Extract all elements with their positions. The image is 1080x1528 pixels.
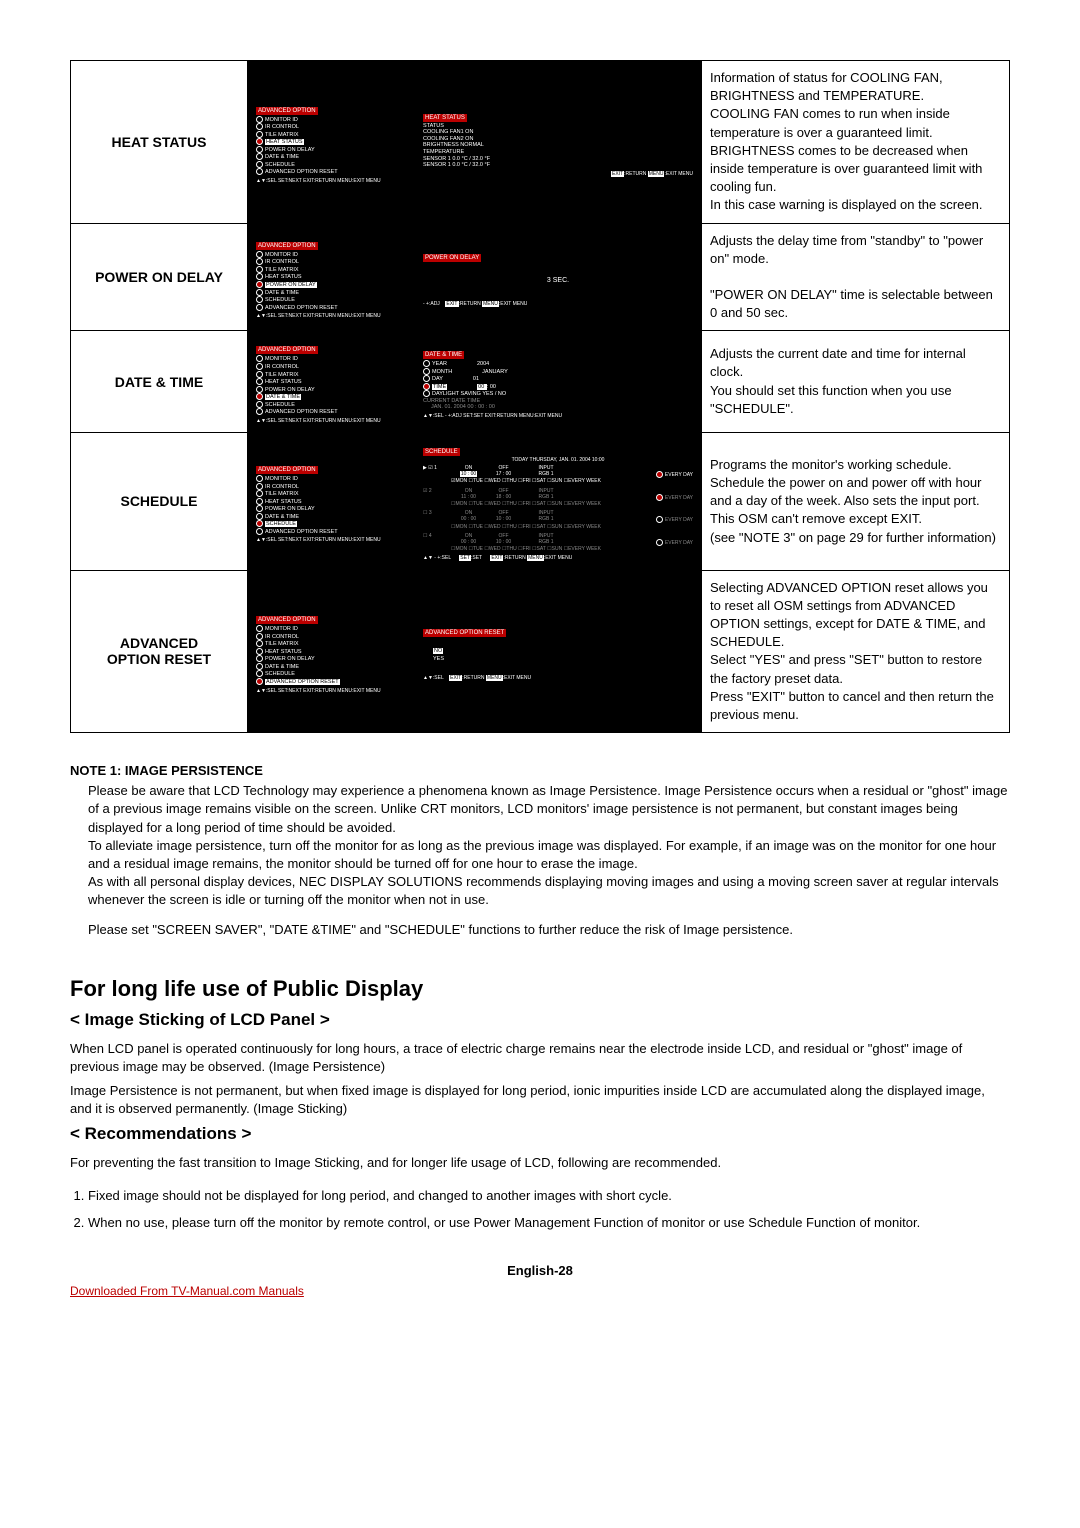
desc-heat-status: Information of status for COOLING FAN, B… <box>702 61 1010 224</box>
menu-date-time: ADVANCED OPTION MONITOR IDIR CONTROLTILE… <box>248 331 415 432</box>
sub-date-time: DATE & TIME YEAR2004MONTHJANUARYDAY01TIM… <box>415 331 702 432</box>
row-power-on-delay: POWER ON DELAY ADVANCED OPTION MONITOR I… <box>71 223 1010 331</box>
desc-power-on-delay: Adjusts the delay time from "standby" to… <box>702 223 1010 331</box>
label-power-on-delay: POWER ON DELAY <box>71 223 248 331</box>
row-adv-reset: ADVANCEDOPTION RESET ADVANCED OPTION MON… <box>71 570 1010 733</box>
row-schedule: SCHEDULE ADVANCED OPTION MONITOR IDIR CO… <box>71 432 1010 570</box>
menu-list-4: MONITOR IDIR CONTROLTILE MATRIXHEAT STAT… <box>256 625 406 685</box>
sub-power-on-delay: POWER ON DELAY 3 SEC. - +:ADJ EXIT:RETUR… <box>415 223 702 331</box>
schedule-entries: ▶ ☑ 1 ON OFF INPUT 10 : 00 17 : 00 RGB 1… <box>423 465 693 552</box>
sub-adv-reset: ADVANCED OPTION RESET NO YES ▲▼:SEL EXIT… <box>415 570 702 733</box>
note-1: NOTE 1: IMAGE PERSISTENCE Please be awar… <box>70 763 1010 940</box>
long-life-title: For long life use of Public Display <box>70 976 1010 1002</box>
settings-table: HEAT STATUS ADVANCED OPTION MONITOR IDIR… <box>70 60 1010 733</box>
recommendations-title: < Recommendations > <box>70 1124 1010 1144</box>
sub-heat-status: HEAT STATUS STATUSCOOLING FAN1 ONCOOLING… <box>415 61 702 224</box>
date-lines: YEAR2004MONTHJANUARYDAY01TIME00 : 00 <box>423 360 693 390</box>
menu-heat-status: ADVANCED OPTION MONITOR IDIR CONTROLTILE… <box>248 61 415 224</box>
image-sticking-title: < Image Sticking of LCD Panel > <box>70 1010 1010 1030</box>
menu-power-on-delay: ADVANCED OPTION MONITOR IDIR CONTROLTILE… <box>248 223 415 331</box>
desc-date-time: Adjusts the current date and time for in… <box>702 331 1010 432</box>
row-date-time: DATE & TIME ADVANCED OPTION MONITOR IDIR… <box>71 331 1010 432</box>
label-heat-status: HEAT STATUS <box>71 61 248 224</box>
desc-schedule: Programs the monitor's working schedule.… <box>702 432 1010 570</box>
menu-list-2: MONITOR IDIR CONTROLTILE MATRIXHEAT STAT… <box>256 355 406 415</box>
recommendations-list: Fixed image should not be displayed for … <box>70 1186 1010 1233</box>
label-adv-reset: ADVANCEDOPTION RESET <box>71 570 248 733</box>
menu-list-0: MONITOR IDIR CONTROLTILE MATRIXHEAT STAT… <box>256 116 406 176</box>
label-schedule: SCHEDULE <box>71 432 248 570</box>
menu-schedule: ADVANCED OPTION MONITOR IDIR CONTROLTILE… <box>248 432 415 570</box>
sub-lines-0: STATUSCOOLING FAN1 ONCOOLING FAN2 ONBRIG… <box>423 123 693 169</box>
menu-list-1: MONITOR IDIR CONTROLTILE MATRIXHEAT STAT… <box>256 251 406 311</box>
menu-adv-reset: ADVANCED OPTION MONITOR IDIR CONTROLTILE… <box>248 570 415 733</box>
menu-list-3: MONITOR IDIR CONTROLTILE MATRIXHEAT STAT… <box>256 475 406 535</box>
row-heat-status: HEAT STATUS ADVANCED OPTION MONITOR IDIR… <box>71 61 1010 224</box>
download-link[interactable]: Downloaded From TV-Manual.com Manuals <box>70 1284 1010 1298</box>
sub-schedule: SCHEDULE TODAY THURSDAY, JAN. 01. 2004 1… <box>415 432 702 570</box>
desc-adv-reset: Selecting ADVANCED OPTION reset allows y… <box>702 570 1010 733</box>
label-date-time: DATE & TIME <box>71 331 248 432</box>
page-footer: English-28 <box>70 1263 1010 1278</box>
